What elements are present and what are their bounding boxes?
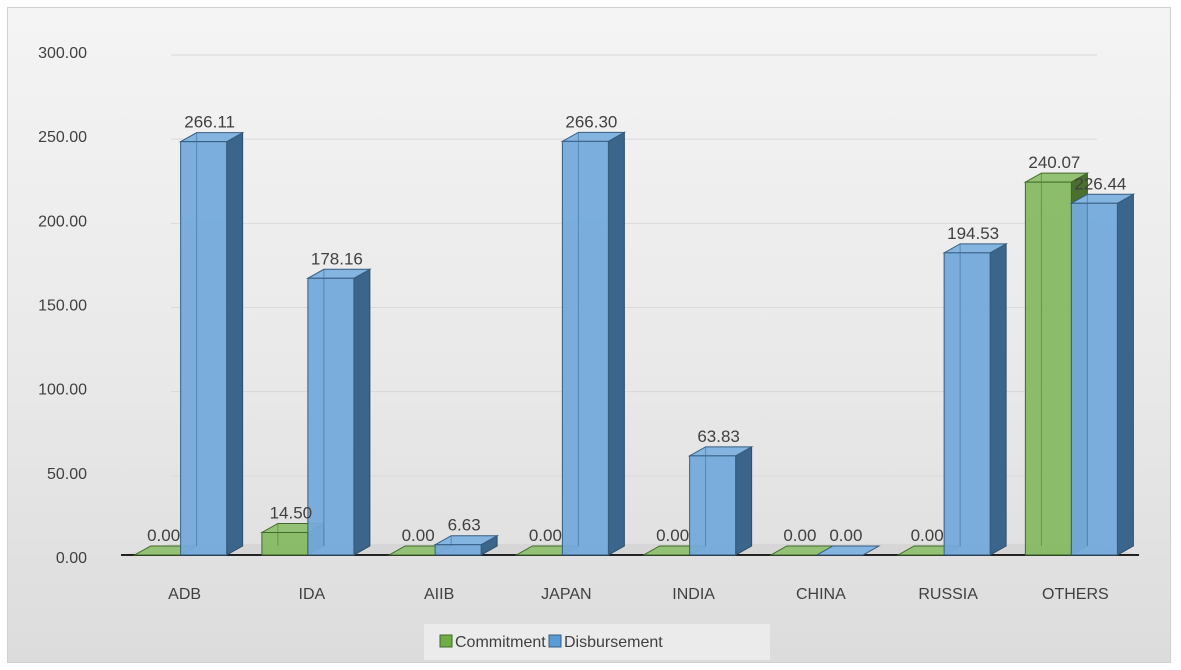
- bar-front: [307, 277, 355, 556]
- bar-front: [943, 252, 991, 556]
- data-label-commitment-japan: 0.00: [529, 526, 562, 545]
- data-label-disbursement-india: 63.83: [697, 427, 740, 446]
- bar-front: [261, 531, 309, 556]
- legend-box: [424, 624, 770, 660]
- legend-label-disbursement: Disbursement: [564, 634, 663, 651]
- bar-side: [1116, 193, 1134, 556]
- bar-side: [735, 445, 753, 556]
- data-label-commitment-others: 240.07: [1028, 153, 1080, 172]
- bars: [132, 131, 1136, 556]
- x-tick-label: CHINA: [796, 586, 846, 603]
- legend: Commitment Disbursement: [424, 624, 770, 660]
- bar-side: [989, 242, 1007, 556]
- bar-disbursement-china: [814, 545, 881, 556]
- bar-front: [1024, 181, 1072, 556]
- bar-side: [226, 131, 244, 556]
- bar-front: [561, 140, 609, 556]
- chart-frame: 0.00 50.00 100.00 150.00 200.00 250.00 300.00 …: [7, 7, 1171, 663]
- bar-disbursement-india: [687, 445, 754, 556]
- data-label-disbursement-china: 0.00: [829, 526, 862, 545]
- data-label-commitment-adb: 0.00: [147, 526, 180, 545]
- data-label-disbursement-russia: 194.53: [947, 224, 999, 243]
- x-tick-label: AIIB: [424, 586, 454, 603]
- data-label-commitment-india: 0.00: [656, 526, 689, 545]
- bar-disbursement-russia: [942, 242, 1009, 556]
- bar-disbursement-japan: [560, 131, 627, 556]
- bar-front: [689, 455, 737, 556]
- bar-side: [353, 268, 371, 556]
- chart-plot: 0.0050.00100.00150.00200.00250.00300.00 …: [38, 45, 1139, 660]
- x-tick-label: JAPAN: [541, 586, 591, 603]
- x-axis-categories: ADB IDA AIIB JAPAN INDIA CHINA RUSSIA OTHERS: [168, 586, 1109, 603]
- data-label-disbursement-others: 226.44: [1074, 174, 1126, 193]
- data-label-disbursement-aiib: 6.63: [448, 516, 481, 535]
- x-tick-label: IDA: [299, 586, 326, 603]
- data-label-disbursement-japan: 266.30: [565, 112, 617, 131]
- data-label-commitment-russia: 0.00: [911, 526, 944, 545]
- bar-disbursement-ida: [305, 268, 372, 556]
- bar-front: [180, 141, 228, 556]
- y-tick-label: 150.00: [38, 298, 87, 315]
- floor-plane: [121, 544, 1139, 555]
- y-tick-label: 250.00: [38, 129, 87, 146]
- data-labels: 0.00 266.11 14.50 178.16 0.00 6.63 0.00 266.30 0…: [147, 112, 1126, 545]
- legend-label-commitment: Commitment: [455, 634, 546, 651]
- bar-disbursement-adb: [178, 131, 245, 556]
- x-tick-label: ADB: [168, 586, 201, 603]
- bar-disbursement-others: [1069, 193, 1136, 556]
- data-label-disbursement-adb: 266.11: [184, 113, 235, 132]
- x-tick-label: OTHERS: [1042, 586, 1109, 603]
- data-label-commitment-aiib: 0.00: [402, 526, 435, 545]
- y-tick-label: 50.00: [47, 466, 87, 483]
- y-tick-label: 200.00: [38, 213, 87, 230]
- y-axis-ticks: 0.00 50.00 100.00 150.00 200.00 250.00 300.00: [38, 45, 87, 567]
- y-tick-label: 100.00: [38, 382, 87, 399]
- y-tick-label: 300.00: [38, 45, 87, 62]
- x-tick-label: INDIA: [672, 586, 715, 603]
- y-tick-label: 0.00: [56, 550, 87, 567]
- legend-swatch-commitment: [439, 634, 453, 648]
- bar-side: [607, 131, 625, 556]
- bar-top: [814, 545, 881, 556]
- bar-front: [434, 544, 482, 556]
- x-tick-label: RUSSIA: [918, 586, 978, 603]
- bar-front: [1070, 202, 1118, 556]
- data-label-commitment-ida: 14.50: [270, 503, 313, 522]
- legend-swatch-disbursement: [548, 634, 562, 648]
- bar-disbursement-aiib: [433, 534, 500, 556]
- data-label-disbursement-ida: 178.16: [311, 249, 363, 268]
- data-label-commitment-china: 0.00: [783, 526, 816, 545]
